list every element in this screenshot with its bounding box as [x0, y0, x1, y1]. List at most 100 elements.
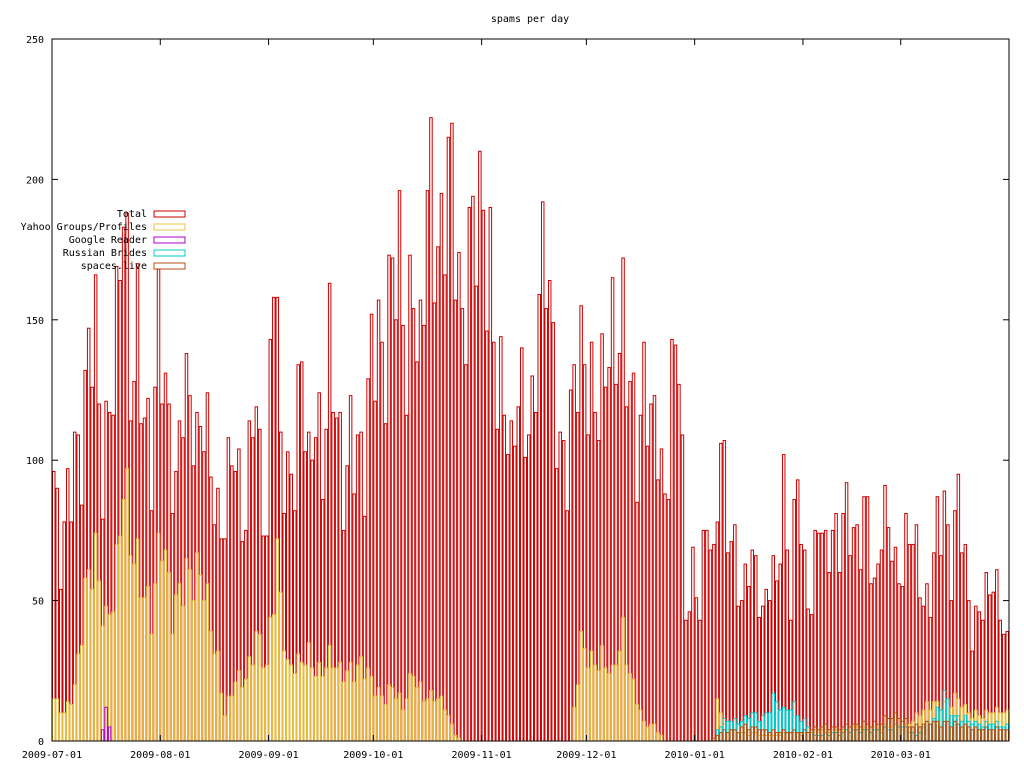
- bar: [953, 720, 957, 742]
- bar: [897, 718, 901, 742]
- bar: [834, 513, 838, 742]
- bar: [872, 720, 877, 742]
- bar: [65, 468, 70, 742]
- bar: [593, 664, 597, 742]
- legend-entry: Google Reader: [69, 235, 186, 246]
- bar: [390, 257, 395, 742]
- bar: [390, 687, 395, 742]
- bar: [471, 195, 475, 742]
- bar: [79, 645, 84, 742]
- legend-swatch: [153, 223, 186, 231]
- bar: [736, 732, 741, 742]
- bar: [635, 704, 639, 742]
- bar: [146, 586, 150, 742]
- bar: [813, 529, 817, 742]
- bar: [893, 712, 898, 742]
- bar: [397, 692, 402, 742]
- bar: [383, 423, 388, 742]
- bar: [65, 701, 70, 742]
- bar: [649, 723, 653, 742]
- bar: [527, 434, 531, 742]
- bar: [97, 580, 101, 742]
- bar: [701, 529, 706, 742]
- bar: [446, 715, 451, 742]
- bar: [708, 549, 713, 742]
- bar: [820, 726, 824, 742]
- bar: [299, 661, 304, 742]
- bar: [338, 661, 342, 742]
- bar: [582, 647, 587, 742]
- bar: [897, 583, 901, 742]
- bar: [376, 299, 381, 742]
- bar: [52, 698, 56, 742]
- bar: [946, 720, 950, 742]
- bar: [474, 285, 479, 742]
- bar: [774, 732, 779, 742]
- bar: [743, 563, 748, 742]
- bar: [439, 192, 444, 742]
- bar: [712, 543, 716, 742]
- y-tick-label: 0: [38, 737, 44, 748]
- bar: [558, 431, 562, 742]
- bar: [795, 479, 800, 742]
- bar: [223, 538, 227, 742]
- bar: [988, 729, 992, 742]
- bar: [341, 681, 346, 742]
- bar: [86, 569, 91, 742]
- bar: [687, 611, 692, 742]
- bar: [617, 650, 622, 742]
- bar: [830, 726, 835, 742]
- bar: [841, 726, 845, 742]
- bar: [925, 720, 929, 742]
- bar: [289, 664, 293, 742]
- bar: [607, 673, 611, 742]
- bar: [719, 442, 723, 742]
- bar: [520, 347, 524, 742]
- bar: [149, 633, 154, 742]
- x-tick-label: 2009-11-01: [451, 750, 511, 761]
- bar: [404, 698, 409, 742]
- series-russian-brides: [715, 689, 1010, 742]
- bar: [610, 664, 615, 742]
- bar: [788, 732, 793, 742]
- bar: [823, 529, 828, 742]
- bar: [209, 630, 213, 742]
- bar: [464, 364, 468, 742]
- bar: [450, 122, 454, 742]
- bar: [523, 456, 528, 742]
- bar: [506, 454, 510, 742]
- bar: [181, 605, 185, 742]
- bar: [296, 653, 300, 742]
- bar: [450, 723, 454, 742]
- bar: [907, 543, 912, 742]
- bar: [900, 586, 905, 742]
- bar: [359, 656, 363, 742]
- bar: [855, 524, 859, 742]
- bar: [827, 572, 831, 742]
- bar: [135, 538, 140, 742]
- bar: [481, 209, 486, 742]
- bar: [258, 633, 262, 742]
- bar: [418, 681, 423, 742]
- legend-swatch: [153, 236, 186, 244]
- bar: [415, 361, 419, 742]
- bar: [624, 664, 629, 742]
- bar: [879, 549, 884, 742]
- bar: [530, 375, 534, 742]
- bar: [142, 597, 147, 742]
- bar: [251, 664, 255, 742]
- bar: [170, 633, 175, 742]
- bar: [272, 614, 276, 742]
- bar: [373, 695, 377, 742]
- bar: [768, 732, 772, 742]
- bar: [352, 681, 356, 742]
- bar: [282, 650, 287, 742]
- bar: [167, 572, 171, 742]
- bar: [715, 734, 720, 742]
- bar: [628, 673, 632, 742]
- bar: [586, 667, 590, 742]
- y-tick-label: 150: [26, 316, 44, 327]
- bar: [869, 726, 873, 742]
- bar: [495, 428, 500, 742]
- bar: [439, 695, 444, 742]
